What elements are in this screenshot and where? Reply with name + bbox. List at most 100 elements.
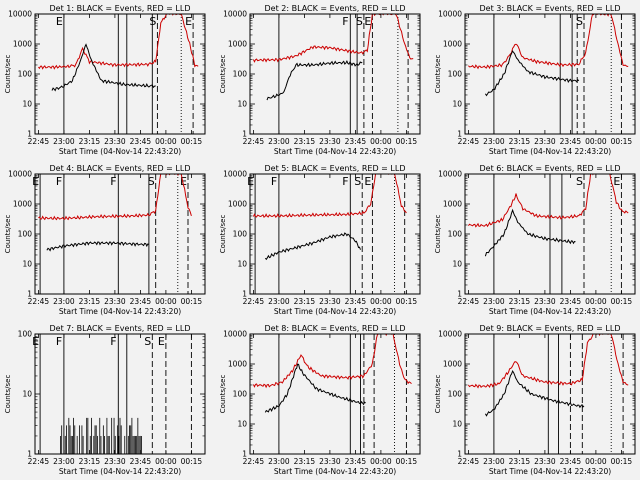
lld-line <box>468 174 629 228</box>
series-group <box>468 14 629 97</box>
lld-line <box>252 334 412 389</box>
series-group <box>252 334 412 413</box>
plot-frame <box>464 173 636 295</box>
y-tick-label: 1000 <box>228 200 247 209</box>
x-axis-label: Start Time (04-Nov-14 22:43:20) <box>489 147 611 156</box>
detector-panel: Det 4: BLACK = Events, RED = LLD Counts/s… <box>4 164 206 316</box>
y-tick-label: 1 <box>457 130 462 139</box>
x-tick-label: 23:45 <box>345 137 367 146</box>
x-tick-label: 00:00 <box>155 137 177 146</box>
detector-panel: Det 8: BLACK = Events, RED = LLD Counts/s… <box>219 324 421 476</box>
x-axis-label: Start Time (04-Nov-14 22:43:20) <box>59 147 181 156</box>
lld-line <box>252 174 407 218</box>
time-marker-label: E <box>185 15 192 28</box>
y-axis-label: Counts/sec <box>219 55 227 94</box>
y-tick-label: 10 <box>452 260 462 269</box>
x-axis-label: Start Time (04-Nov-14 22:43:20) <box>489 307 611 316</box>
detector-panel: Det 5: BLACK = Events, RED = LLD Counts/s… <box>219 164 421 316</box>
lld-line <box>38 14 199 70</box>
x-tick-label: 23:15 <box>509 457 531 466</box>
series-group <box>38 174 192 252</box>
y-tick-label: 10000 <box>223 330 247 339</box>
y-tick-label: 1 <box>27 130 32 139</box>
events-line <box>484 50 580 97</box>
events-line <box>51 43 156 92</box>
x-axis-label: Start Time (04-Nov-14 22:43:20) <box>59 467 181 476</box>
panel-title: Det 6: BLACK = Events, RED = LLD <box>480 164 621 173</box>
x-tick-label: 22:45 <box>28 137 50 146</box>
panel-title: Det 3: BLACK = Events, RED = LLD <box>480 4 621 13</box>
x-tick-label: 23:15 <box>79 297 101 306</box>
x-tick-label: 23:30 <box>104 137 126 146</box>
x-tick-label: 23:00 <box>483 457 505 466</box>
x-axis-label: Start Time (04-Nov-14 22:43:20) <box>59 307 181 316</box>
lld-line <box>38 174 192 221</box>
x-tick-label: 23:15 <box>294 297 316 306</box>
y-tick-label: 1000 <box>443 360 462 369</box>
time-marker-label: E <box>56 15 63 28</box>
x-axis-label: Start Time (04-Nov-14 22:43:20) <box>274 307 396 316</box>
x-tick-label: 23:00 <box>483 137 505 146</box>
time-marker-label: F <box>271 175 277 188</box>
y-tick-label: 1 <box>242 130 247 139</box>
y-tick-label: 1 <box>27 450 32 459</box>
panel-title: Det 4: BLACK = Events, RED = LLD <box>50 164 191 173</box>
y-tick-label: 100 <box>18 330 33 339</box>
y-axis-label: Counts/sec <box>219 375 227 414</box>
time-marker-label: S <box>354 175 361 188</box>
y-tick-label: 10000 <box>8 170 32 179</box>
y-axis-label: Counts/sec <box>219 215 227 254</box>
x-tick-label: 00:15 <box>611 297 633 306</box>
detector-panel: Det 7: BLACK = Events, RED = LLD Counts/s… <box>4 324 206 476</box>
time-marker-label: S <box>148 175 155 188</box>
plot-frame <box>249 173 421 295</box>
x-tick-label: 00:15 <box>181 297 203 306</box>
time-marker-label: S <box>144 335 151 348</box>
x-tick-label: 00:15 <box>396 457 418 466</box>
events-line <box>264 363 366 413</box>
y-tick-label: 10000 <box>438 170 462 179</box>
panel-title: Det 8: BLACK = Events, RED = LLD <box>265 324 406 333</box>
y-tick-label: 10 <box>237 260 247 269</box>
time-marker-label: E <box>613 175 620 188</box>
series-group <box>60 417 142 454</box>
x-tick-label: 00:00 <box>155 457 177 466</box>
y-tick-label: 10 <box>452 420 462 429</box>
x-tick-label: 23:15 <box>79 457 101 466</box>
x-tick-label: 23:00 <box>268 457 290 466</box>
x-tick-label: 22:45 <box>243 457 265 466</box>
time-marker-label: F <box>110 335 116 348</box>
time-marker-label: E <box>364 175 371 188</box>
x-tick-label: 23:45 <box>560 297 582 306</box>
time-marker-label: E <box>364 15 371 28</box>
series-group <box>38 14 199 92</box>
x-tick-label: 00:15 <box>611 137 633 146</box>
time-marker-label: F <box>110 175 116 188</box>
x-tick-label: 23:30 <box>534 457 556 466</box>
y-tick-label: 10000 <box>223 170 247 179</box>
plot-frame <box>34 173 206 295</box>
events-line <box>266 59 363 101</box>
y-tick-label: 10 <box>237 420 247 429</box>
detector-panel: Det 3: BLACK = Events, RED = LLD Counts/s… <box>434 4 636 156</box>
y-tick-label: 10 <box>22 260 32 269</box>
time-marker-label: E <box>158 335 165 348</box>
y-tick-label: 1000 <box>13 200 32 209</box>
y-tick-label: 100 <box>233 390 248 399</box>
x-tick-label: 23:30 <box>534 137 556 146</box>
y-tick-label: 100 <box>233 230 248 239</box>
time-marker-label: S <box>356 15 363 28</box>
x-tick-label: 23:45 <box>345 297 367 306</box>
y-tick-label: 1 <box>457 450 462 459</box>
plot-frame <box>249 13 421 135</box>
time-marker-label: S <box>149 15 156 28</box>
time-marker-label: F <box>56 335 62 348</box>
y-tick-label: 1000 <box>228 40 247 49</box>
y-tick-label: 10 <box>237 100 247 109</box>
y-tick-label: 10000 <box>8 10 32 19</box>
y-tick-label: 10 <box>22 390 32 399</box>
x-tick-label: 00:15 <box>396 297 418 306</box>
x-tick-label: 23:15 <box>294 457 316 466</box>
y-tick-label: 1000 <box>228 360 247 369</box>
